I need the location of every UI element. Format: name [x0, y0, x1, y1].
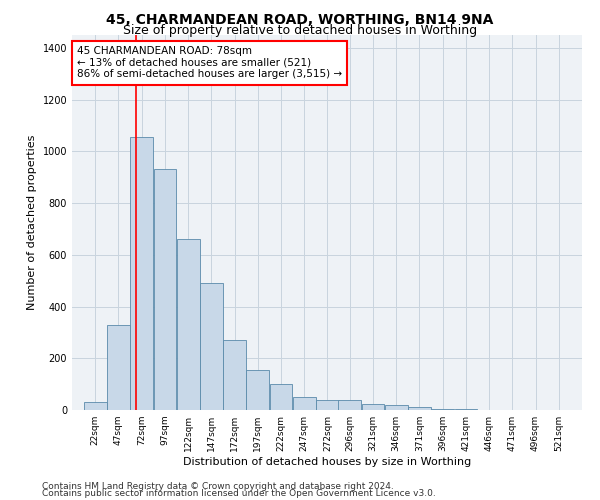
Bar — [362, 404, 385, 410]
Text: 45, CHARMANDEAN ROAD, WORTHING, BN14 9NA: 45, CHARMANDEAN ROAD, WORTHING, BN14 9NA — [106, 12, 494, 26]
Bar — [154, 170, 176, 410]
Bar — [247, 370, 269, 410]
Bar — [316, 400, 339, 410]
Bar — [200, 284, 223, 410]
Bar — [338, 400, 361, 410]
Text: 45 CHARMANDEAN ROAD: 78sqm
← 13% of detached houses are smaller (521)
86% of sem: 45 CHARMANDEAN ROAD: 78sqm ← 13% of deta… — [77, 46, 342, 80]
Bar — [385, 405, 407, 410]
Bar — [408, 408, 431, 410]
Bar — [107, 324, 130, 410]
X-axis label: Distribution of detached houses by size in Worthing: Distribution of detached houses by size … — [183, 457, 471, 467]
Bar — [431, 408, 454, 410]
Bar — [293, 397, 316, 410]
Bar — [269, 384, 292, 410]
Y-axis label: Number of detached properties: Number of detached properties — [27, 135, 37, 310]
Bar — [177, 240, 199, 410]
Bar — [130, 137, 153, 410]
Bar — [223, 340, 246, 410]
Text: Contains public sector information licensed under the Open Government Licence v3: Contains public sector information licen… — [42, 490, 436, 498]
Bar — [455, 409, 477, 410]
Text: Size of property relative to detached houses in Worthing: Size of property relative to detached ho… — [123, 24, 477, 37]
Text: Contains HM Land Registry data © Crown copyright and database right 2024.: Contains HM Land Registry data © Crown c… — [42, 482, 394, 491]
Bar — [84, 402, 107, 410]
